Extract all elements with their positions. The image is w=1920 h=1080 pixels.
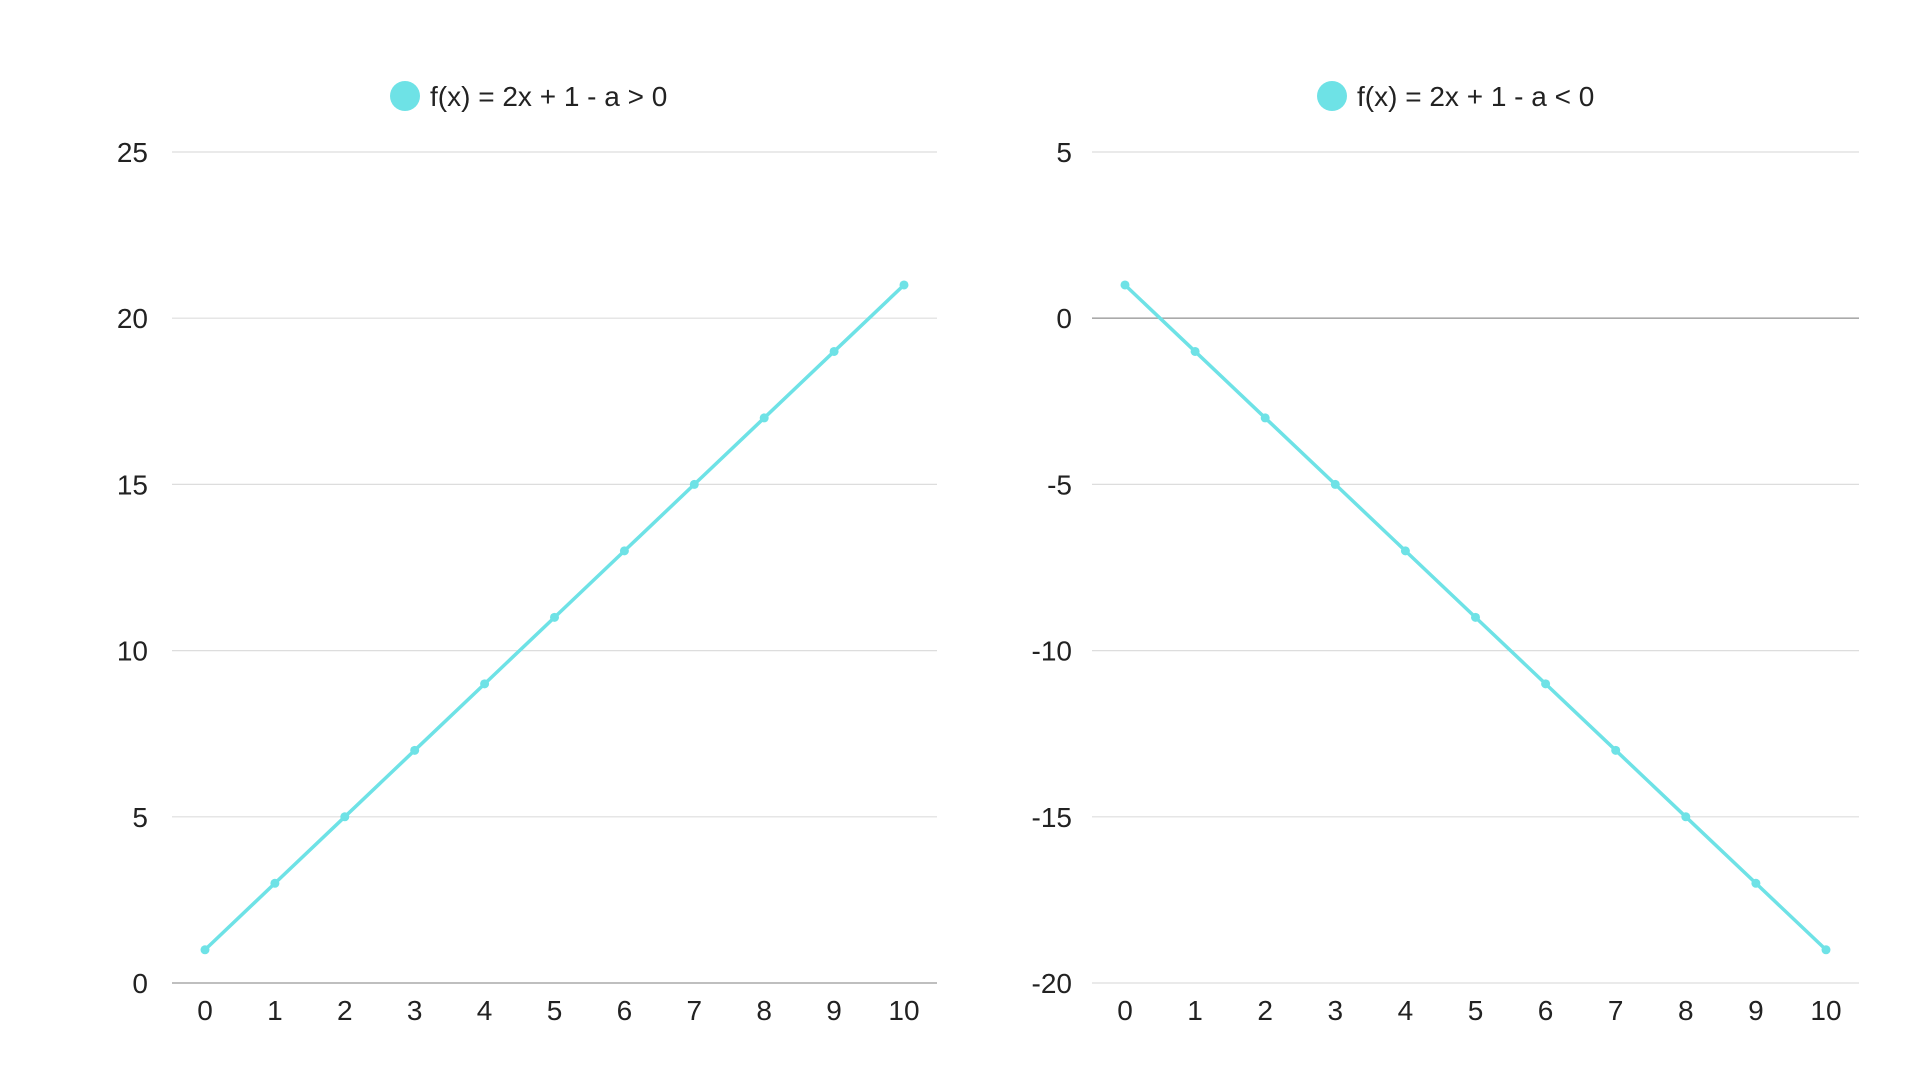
data-point — [619, 546, 629, 556]
data-point — [689, 479, 699, 489]
x-tick-label: 2 — [1257, 995, 1273, 1026]
y-tick-label: 0 — [132, 968, 148, 999]
legend-marker — [1317, 81, 1347, 111]
y-tick-label: 0 — [1056, 303, 1072, 334]
x-tick-label: 9 — [1748, 995, 1764, 1026]
data-point — [1330, 479, 1340, 489]
data-point — [340, 812, 350, 822]
y-tick-label: -15 — [1032, 802, 1072, 833]
legend: f(x) = 2x + 1 - a < 0 — [1317, 81, 1594, 112]
legend-marker — [390, 81, 420, 111]
y-tick-label: 25 — [117, 137, 148, 168]
data-point — [829, 346, 839, 356]
x-tick-label: 8 — [756, 995, 772, 1026]
x-tick-label: 3 — [407, 995, 423, 1026]
x-tick-label: 1 — [1187, 995, 1203, 1026]
data-point — [480, 679, 490, 689]
data-point — [1471, 612, 1480, 622]
x-tick-label: 6 — [1538, 995, 1554, 1026]
data-point — [1400, 546, 1410, 556]
x-tick-label: 5 — [1468, 995, 1484, 1026]
y-tick-label: -5 — [1047, 469, 1072, 500]
data-point — [899, 280, 909, 290]
x-tick-label: 7 — [1608, 995, 1624, 1026]
y-tick-label: 15 — [117, 469, 148, 500]
x-tick-label: 3 — [1328, 995, 1344, 1026]
data-point — [1260, 413, 1270, 423]
x-tick-label: 6 — [617, 995, 633, 1026]
x-tick-label: 0 — [1117, 995, 1133, 1026]
data-point — [550, 612, 559, 622]
x-tick-label: 9 — [826, 995, 842, 1026]
y-tick-label: 5 — [1056, 137, 1072, 168]
chart-right: f(x) = 2x + 1 - a < 0 -20 -15 -10 -5 0 5 0 1 2 3 4 5… — [1032, 81, 1859, 1026]
data-point — [1681, 812, 1691, 822]
x-tick-label: 8 — [1678, 995, 1694, 1026]
y-tick-label: 5 — [132, 802, 148, 833]
x-tick-label: 4 — [1398, 995, 1414, 1026]
data-point — [1751, 878, 1761, 888]
x-tick-label: 7 — [687, 995, 703, 1026]
y-tick-label: 10 — [117, 636, 148, 667]
data-point — [1120, 280, 1130, 290]
data-point — [200, 945, 210, 955]
data-point — [1541, 679, 1551, 689]
y-tick-label: -10 — [1032, 636, 1072, 667]
legend-label: f(x) = 2x + 1 - a < 0 — [1357, 81, 1594, 112]
x-tick-label: 10 — [1810, 995, 1841, 1026]
x-tick-label: 0 — [197, 995, 213, 1026]
data-point — [1611, 745, 1621, 755]
data-point — [1821, 945, 1831, 955]
x-tick-label: 1 — [267, 995, 283, 1026]
x-tick-label: 4 — [477, 995, 493, 1026]
data-point — [759, 413, 769, 423]
legend: f(x) = 2x + 1 - a > 0 — [390, 81, 667, 112]
y-tick-label: 20 — [117, 303, 148, 334]
data-point — [410, 745, 420, 755]
x-tick-label: 10 — [888, 995, 919, 1026]
x-tick-label: 2 — [337, 995, 353, 1026]
data-point — [1190, 346, 1200, 356]
data-point — [270, 878, 280, 888]
x-tick-label: 5 — [547, 995, 563, 1026]
legend-label: f(x) = 2x + 1 - a > 0 — [430, 81, 667, 112]
chart-left: f(x) = 2x + 1 - a > 0 0 5 10 15 20 25 0 1 2 3 4 5 6 7 8… — [117, 81, 937, 1026]
y-tick-label: -20 — [1032, 968, 1072, 999]
